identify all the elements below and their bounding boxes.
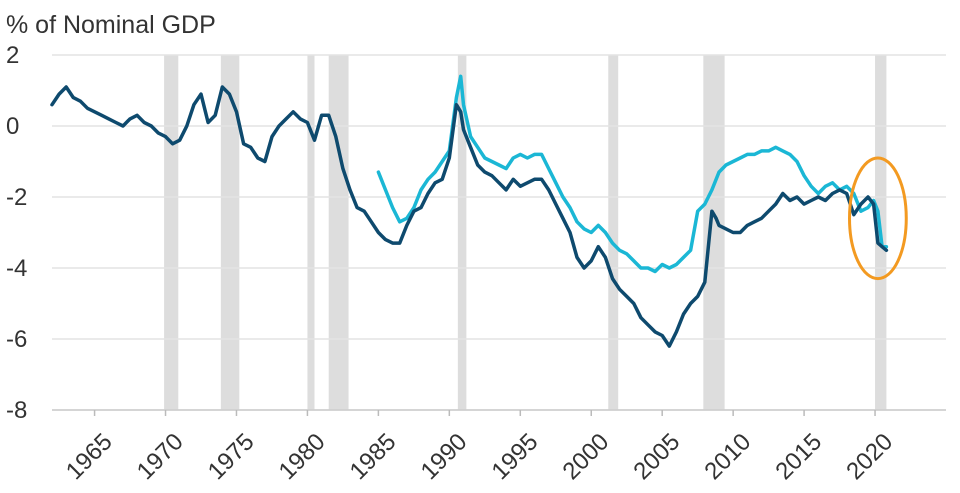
highlight-ellipse [848,156,908,281]
recession-band [164,55,179,410]
y-tick-label: -4 [6,255,27,282]
y-axis-title: % of Nominal GDP [6,11,216,39]
x-tick-label: 1980 [274,428,331,485]
recession-band [457,55,467,410]
series-line-dark [50,85,889,348]
recession-band [328,55,349,410]
y-tick-label: -2 [6,184,27,211]
x-tick-label: 1970 [132,428,189,485]
recession-band [220,55,240,410]
x-tick-label: 2000 [558,428,615,485]
y-tick-label: -6 [6,326,27,353]
recession-band [703,55,725,410]
gridlines [52,54,946,411]
y-tick-label: 0 [6,113,19,140]
recession-band [608,55,619,410]
x-axis [52,409,946,416]
x-tick-label: 1995 [487,428,544,485]
x-tick-label: 1975 [203,428,260,485]
x-tick-label: 1985 [345,428,402,485]
x-tick-label: 2005 [628,428,685,485]
x-tick-label: 2010 [699,428,756,485]
y-axis-ticks: 2 0 -2 -4 -6 -8 [6,42,27,424]
recession-bands [164,55,887,410]
series-lines [50,74,889,348]
x-tick-label: 2020 [841,428,898,485]
series-line-light [376,74,889,274]
annotation-layer [848,156,908,281]
x-axis-ticks: 1965 1970 1975 1980 1985 1990 1995 2000 2005 2010… [61,428,898,485]
y-tick-label: -8 [6,397,27,424]
y-tick-label: 2 [6,42,19,69]
x-tick-label: 1965 [61,428,118,485]
x-tick-label: 1990 [416,428,473,485]
x-tick-label: 2015 [770,428,827,485]
recession-band [307,55,315,410]
